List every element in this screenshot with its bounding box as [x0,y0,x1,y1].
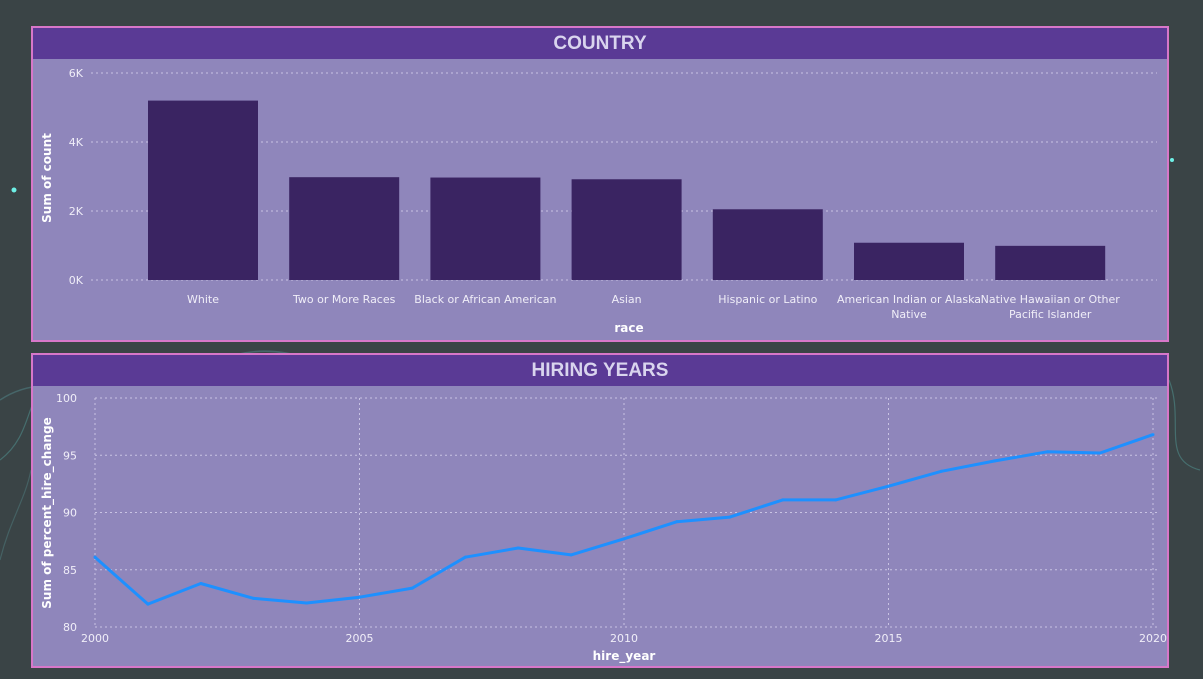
data-point [622,537,626,541]
bar [712,209,823,280]
y-tick-label: 2K [69,205,84,218]
x-tick-label: 2005 [346,632,374,645]
y-tick-label: 0K [69,274,84,287]
y-tick-label: 80 [63,621,77,634]
data-point [199,581,203,585]
x-tick-label: White [187,293,219,306]
bar [995,245,1106,280]
bar [571,179,682,280]
x-tick-label: Two or More Races [292,293,396,306]
x-tick-label: Pacific Islander [1009,308,1092,321]
data-point [1098,451,1102,455]
x-tick-label: Asian [612,293,642,306]
x-tick-label: 2020 [1139,632,1167,645]
y-tick-label: 95 [63,449,77,462]
data-point [675,520,679,524]
hire-year-line-chart: 80 85 90 95 100 2000 2005 2010 2015 2020 hire_year… [40,392,1167,664]
data-point [463,555,467,559]
data-point [992,459,996,463]
y-tick-label: 90 [63,507,77,520]
data-point [358,595,361,599]
bar [854,242,964,280]
x-tick-label: 2015 [875,632,903,645]
data-point [93,555,97,559]
data-point [410,586,414,590]
data-point [146,602,150,606]
data-point [887,484,890,488]
race-bar-chart: 0K 2K 4K 6K White Two or More Races Black or A… [40,67,1157,335]
hiring-years-chart-title: HIRING YEARS [33,355,1167,386]
y-tick-label: 100 [56,392,77,405]
bar [289,177,400,280]
hiring-years-chart-panel: HIRING YEARS 80 85 90 95 100 2000 2005 2010 2015… [31,353,1169,668]
x-tick-label: Native [891,308,927,321]
data-point [834,498,838,502]
data-point [569,553,573,557]
x-axis-title: hire_year [593,649,656,664]
data-point [781,498,785,502]
data-point [1151,433,1155,437]
data-point [516,546,520,550]
country-chart-panel: COUNTRY 0K 2K 4K 6K White Two or More Races Bl… [31,26,1169,342]
y-tick-label: 6K [69,67,84,80]
country-chart-title: COUNTRY [33,28,1167,59]
bar [430,177,541,280]
x-axis-title: race [614,321,643,335]
y-tick-label: 4K [69,136,84,149]
y-axis-title: Sum of count [40,133,54,223]
x-tick-label: American Indian or Alaska [837,293,981,306]
bar [148,100,258,280]
data-point [939,469,943,473]
x-tick-label: Black or African American [414,293,556,306]
y-tick-label: 85 [63,564,77,577]
data-point [252,596,256,600]
data-point [1045,450,1049,454]
x-tick-label: 2010 [610,632,638,645]
x-tick-label: Native Hawaiian or Other [981,293,1121,306]
x-tick-label: Hispanic or Latino [718,293,817,306]
data-point [728,515,732,519]
x-tick-label: 2000 [81,632,109,645]
y-axis-title: Sum of percent_hire_change [40,417,55,608]
data-point [305,601,309,605]
